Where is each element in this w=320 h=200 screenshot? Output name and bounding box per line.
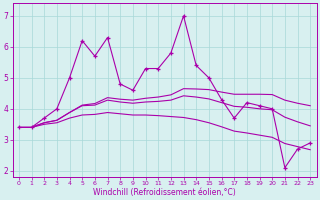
X-axis label: Windchill (Refroidissement éolien,°C): Windchill (Refroidissement éolien,°C) — [93, 188, 236, 197]
